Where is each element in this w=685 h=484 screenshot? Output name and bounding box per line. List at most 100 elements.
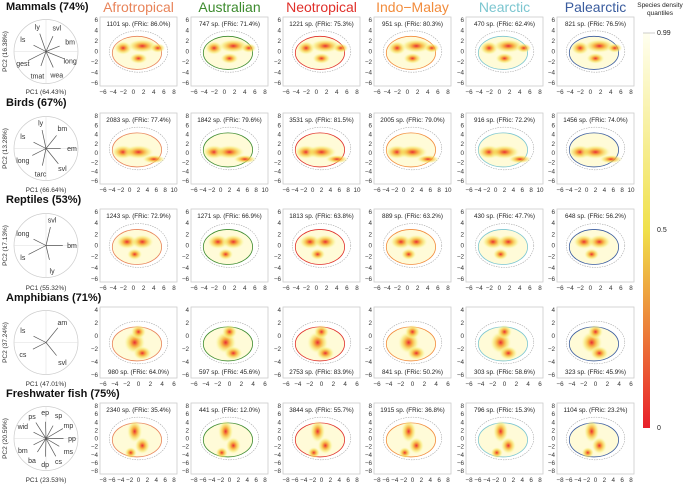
y-tick-label: −6 [91, 80, 99, 87]
taxon-title: Amphibians (71%) [6, 292, 102, 304]
x-tick-label: 4 [329, 187, 333, 194]
y-tick-label: 4 [368, 220, 372, 227]
x-tick-label: −2 [486, 89, 494, 96]
x-tick-label: 0 [137, 381, 141, 388]
y-tick-label: −2 [548, 159, 556, 166]
vector-label: ep [41, 410, 49, 417]
y-tick-label: −2 [182, 159, 190, 166]
species-count-label: 747 sp. (FRic: 71.4%) [199, 21, 260, 28]
x-tick-label: 6 [355, 381, 359, 388]
colorbar [643, 33, 650, 428]
y-tick-label: −2 [274, 254, 282, 261]
density-hotspot [587, 324, 604, 339]
global-contour [199, 416, 260, 461]
x-tick-label: 4 [434, 381, 438, 388]
x-tick-label: 8 [446, 477, 450, 484]
y-tick-label: −6 [457, 80, 465, 87]
y-tick-label: 2 [368, 141, 372, 148]
density-panel: 430 sp. (FRic: 47.7%)−6 −4 −2 0 2 4 6 8−6−4−202… [457, 208, 544, 292]
y-tick-label: 6 [368, 411, 372, 418]
y-tick-label: 0 [551, 243, 555, 250]
y-tick-label: −2 [457, 254, 465, 261]
x-tick-label: 2 [594, 187, 598, 194]
x-tick-label: 0 [128, 187, 132, 194]
y-tick-label: 6 [460, 122, 464, 129]
y-tick-label: −6 [91, 372, 99, 379]
global-contour [108, 320, 169, 365]
species-count-label: 1221 sp. (FRic: 75.3%) [289, 21, 353, 28]
y-tick-label: 4 [185, 307, 189, 314]
y-tick-label: −6 [182, 80, 190, 87]
x-tick-label: 6 [154, 187, 158, 194]
vector-label: cs [55, 459, 63, 466]
y-tick-label: −2 [182, 444, 190, 451]
x-tick-label: 0 [589, 89, 593, 96]
y-tick-label: −2 [548, 346, 556, 353]
x-tick-label: 4 [337, 477, 341, 484]
x-tick-label: −4 [391, 477, 399, 484]
loading-vector [45, 245, 50, 260]
density-hotspot [496, 324, 513, 339]
y-tick-label: 6 [94, 411, 98, 418]
y-tick-label: 4 [551, 419, 555, 426]
x-tick-label: 0 [585, 187, 589, 194]
density-hotspot [207, 234, 229, 250]
y-tick-label: −6 [182, 178, 190, 185]
density-hotspot [214, 144, 245, 160]
x-tick-label: 6 [337, 187, 341, 194]
density-hotspot [587, 234, 611, 250]
y-tick-label: −2 [548, 444, 556, 451]
y-tick-label: 0 [551, 150, 555, 157]
x-tick-label: 4 [518, 285, 522, 292]
y-tick-label: 4 [460, 132, 464, 139]
y-tick-label: −6 [365, 460, 373, 467]
species-count-label: 441 sp. (FRic: 12.0%) [199, 407, 260, 414]
y-tick-label: −2 [365, 59, 373, 66]
x-tick-label: 0 [228, 477, 232, 484]
x-tick-label: 0 [228, 381, 232, 388]
y-tick-label: 2 [551, 320, 555, 327]
y-tick-label: −2 [182, 59, 190, 66]
global-contour [565, 126, 626, 171]
region-title: Neotropical [286, 0, 357, 15]
y-tick-label: 8 [551, 113, 555, 120]
region-title: Nearctic [478, 0, 531, 15]
density-hotspot [407, 346, 426, 361]
x-tick-label: 6 [245, 187, 249, 194]
x-tick-label: −4 [565, 187, 573, 194]
loading-vector [45, 425, 54, 439]
x-tick-label: 4 [428, 477, 432, 484]
density-hotspot [299, 234, 321, 250]
species-count-label: 980 sp. (FRic: 64.0%) [108, 369, 169, 376]
y-tick-label: −4 [182, 70, 190, 77]
species-count-label: 889 sp. (FRic: 63.2%) [382, 213, 443, 220]
x-tick-label: 6 [346, 477, 350, 484]
x-tick-label: −2 [583, 477, 591, 484]
x-tick-label: 0 [132, 89, 136, 96]
pca-biplot: ls am svl cs PC1 (47.01%) PC2 (37.24%) [2, 310, 79, 388]
x-tick-label: 8 [355, 89, 359, 96]
y-tick-label: 0 [185, 150, 189, 157]
x-tick-label: −6 [373, 285, 381, 292]
vector-label: gest [16, 61, 29, 68]
y-tick-label: −6 [182, 460, 190, 467]
density-hotspot [217, 39, 249, 53]
density-panel: 2340 sp. (FRic: 35.4%)−8 −6 −4 −2 0 2 4 6 8−8−6−… [91, 402, 178, 484]
vector-label: ls [20, 134, 26, 141]
x-tick-label: −6 [99, 285, 107, 292]
y-tick-label: 0 [368, 436, 372, 443]
species-count-label: 2083 sp. (FRic: 77.4%) [106, 117, 170, 124]
x-tick-label: −2 [211, 285, 219, 292]
y-tick-label: −2 [91, 254, 99, 261]
y-tick-label: 6 [551, 209, 555, 216]
x-tick-label: 0 [137, 477, 141, 484]
y-tick-label: 4 [277, 307, 281, 314]
y-tick-label: 4 [94, 132, 98, 139]
y-tick-label: 6 [460, 17, 464, 24]
x-tick-label: −4 [201, 285, 209, 292]
density-hotspot [217, 248, 234, 261]
y-tick-label: −4 [548, 359, 556, 366]
density-hotspot [492, 39, 524, 53]
